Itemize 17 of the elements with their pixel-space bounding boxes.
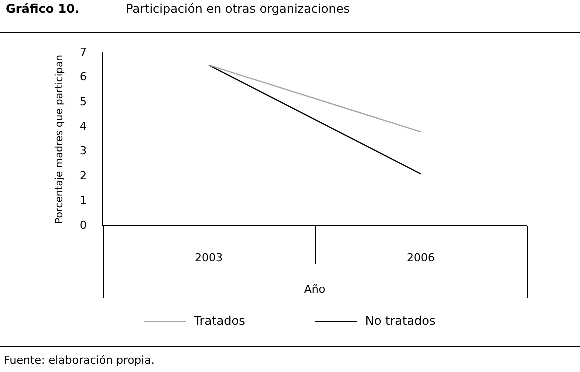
chart-title: Gráfico 10. — [6, 2, 80, 16]
y-tick-label: 2 — [80, 169, 87, 182]
y-tick-label: 1 — [80, 194, 87, 208]
y-tick-label: 4 — [80, 120, 87, 133]
y-tick-label: 6 — [80, 70, 87, 84]
y-tick-label: 7 — [80, 46, 87, 59]
y-axis-title: Porcentaje madres que participan — [54, 55, 66, 224]
y-tick-label: 3 — [80, 144, 87, 158]
y-tick-label: 0 — [80, 218, 87, 232]
y-tick-label: 5 — [80, 95, 87, 108]
x-tick-label: 2006 — [407, 251, 435, 264]
legend-label: Tratados — [194, 314, 246, 328]
x-tick-label: 2003 — [195, 251, 223, 264]
chart-subtitle: Participación en otras organizaciones — [126, 2, 350, 16]
x-axis-title: Año — [304, 282, 326, 296]
source-note: Fuente: elaboración propia. — [4, 354, 155, 367]
legend-label: No tratados — [365, 314, 436, 328]
